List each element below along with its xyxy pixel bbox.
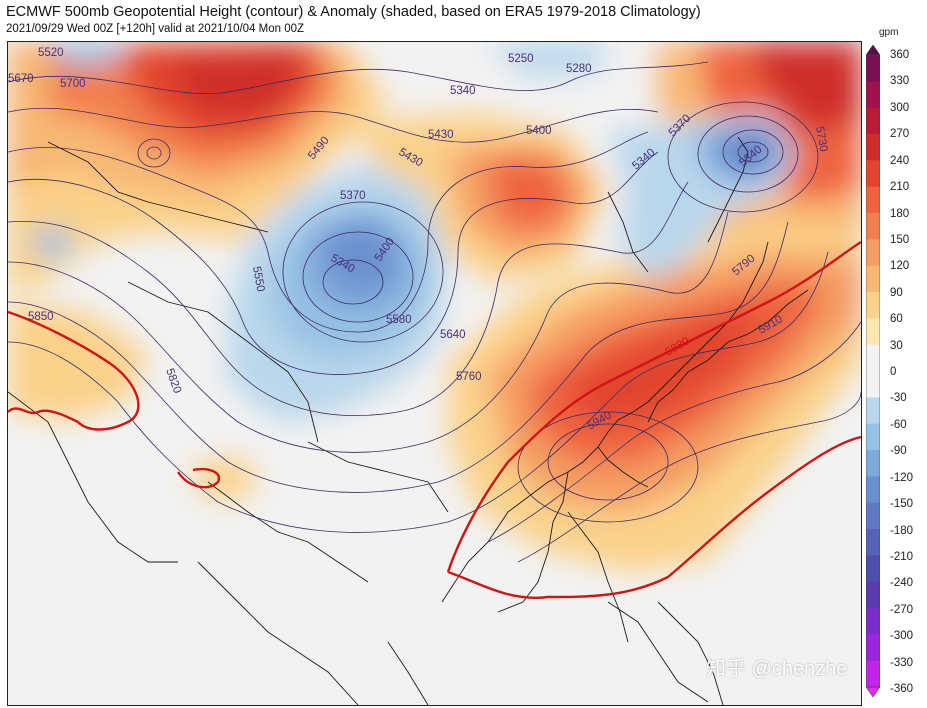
colorbar-tick-label: 0 bbox=[890, 366, 897, 378]
colorbar-segment bbox=[866, 660, 880, 688]
colorbar-min-arrow bbox=[866, 686, 880, 697]
colorbar-tick-label: -360 bbox=[890, 683, 914, 695]
colorbar-tick-label: -270 bbox=[890, 603, 914, 616]
colorbar-tick-label: -60 bbox=[890, 418, 907, 431]
colorbar-tick-label: -300 bbox=[890, 630, 914, 643]
contour-label: 5250 bbox=[508, 53, 534, 65]
colorbar bbox=[866, 45, 880, 697]
colorbar-segment bbox=[866, 134, 880, 161]
anomaly-map: 5520 5670 5700 5250 5280 5340 5430 5400 5490 5430… bbox=[7, 41, 862, 706]
contour-label: 5520 bbox=[38, 47, 64, 59]
colorbar-segment bbox=[866, 397, 880, 425]
contour-label: 5430 bbox=[428, 129, 454, 141]
colorbar-tick-label: 270 bbox=[890, 128, 910, 141]
colorbar-segment bbox=[866, 213, 880, 240]
contour-label: 5730 bbox=[813, 125, 829, 152]
colorbar-segment bbox=[866, 292, 880, 319]
colorbar-tick-label: -90 bbox=[890, 445, 907, 458]
colorbar-segment bbox=[866, 55, 880, 82]
contour-label: 5640 bbox=[440, 329, 466, 341]
contour-5880 bbox=[8, 240, 861, 599]
colorbar-tick-label: -150 bbox=[890, 498, 914, 511]
colorbar-segment bbox=[866, 265, 880, 293]
colorbar-tick-label: 150 bbox=[890, 233, 910, 246]
colorbar-tick-label: -30 bbox=[890, 392, 907, 405]
colorbar-tick-label: -240 bbox=[890, 577, 914, 590]
colorbar-tick-label: 60 bbox=[890, 313, 903, 326]
colorbar-segment bbox=[866, 160, 880, 188]
colorbar-segment bbox=[866, 318, 880, 346]
colorbar-max-arrow bbox=[866, 45, 880, 56]
contour-label: 5550 bbox=[250, 265, 266, 292]
colorbar-segment bbox=[866, 555, 880, 583]
colorbar-tick-label: -180 bbox=[890, 524, 914, 537]
contour-label: 5700 bbox=[60, 78, 86, 90]
colorbar-tick-label: -210 bbox=[890, 550, 914, 563]
colorbar-tick-label: -120 bbox=[890, 471, 914, 484]
contour-label: 5670 bbox=[8, 73, 34, 85]
colorbar-tick-label: 330 bbox=[890, 75, 910, 88]
map-title: ECMWF 500mb Geopotential Height (contour… bbox=[6, 4, 701, 20]
contour-label: 5280 bbox=[566, 63, 592, 75]
colorbar-segment bbox=[866, 186, 880, 214]
anomaly-shading bbox=[8, 42, 861, 572]
colorbar-tick-label: 90 bbox=[890, 286, 903, 299]
colorbar-segment bbox=[866, 344, 880, 372]
contour-label: 5340 bbox=[450, 85, 476, 97]
colorbar-tick-label: 30 bbox=[890, 339, 903, 352]
colorbar-tick-label: 180 bbox=[890, 207, 910, 220]
contour-label: 5760 bbox=[456, 371, 482, 383]
contour-label: 5370 bbox=[340, 190, 366, 202]
map-subtitle: 2021/09/29 Wed 00Z [+120h] valid at 2021… bbox=[6, 23, 305, 35]
colorbar-tick-label: 120 bbox=[890, 260, 910, 273]
colorbar-segment bbox=[866, 107, 880, 135]
contour-label: 5580 bbox=[386, 314, 412, 326]
colorbar-tick-label: -330 bbox=[890, 656, 914, 669]
colorbar-segment bbox=[866, 81, 880, 109]
watermark: 知乎 @chenzhe bbox=[706, 658, 848, 680]
colorbar-segment bbox=[866, 450, 880, 477]
colorbar-segment bbox=[866, 476, 880, 504]
colorbar-segment bbox=[866, 608, 880, 635]
colorbar-tick-label: 240 bbox=[890, 154, 910, 167]
colorbar-tick-label: 300 bbox=[890, 101, 910, 114]
colorbar-segment bbox=[866, 634, 880, 662]
height-contours bbox=[8, 61, 861, 563]
colorbar-tick-label: 210 bbox=[890, 181, 910, 194]
colorbar-tick-label: 360 bbox=[890, 49, 910, 61]
coastlines bbox=[8, 136, 809, 705]
colorbar-segment bbox=[866, 502, 880, 530]
colorbar-unit: gpm bbox=[879, 27, 899, 38]
colorbar-segment bbox=[866, 371, 880, 398]
colorbar-segment bbox=[866, 239, 880, 267]
contour-label: 5820 bbox=[163, 367, 183, 395]
colorbar-segment bbox=[866, 529, 880, 556]
colorbar-segment bbox=[866, 581, 880, 609]
contour-label: 5850 bbox=[28, 311, 54, 323]
contour-label: 5400 bbox=[526, 125, 552, 137]
colorbar-segment bbox=[866, 423, 880, 451]
